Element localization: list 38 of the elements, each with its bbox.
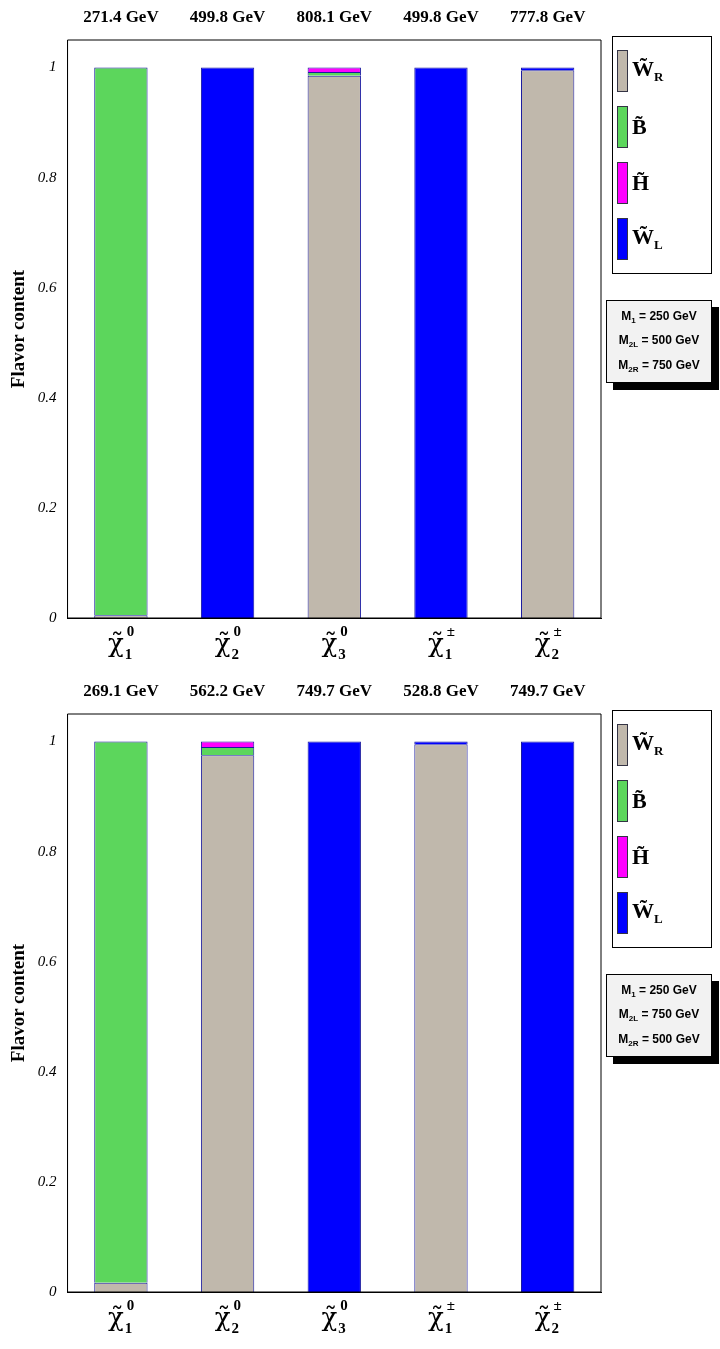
y-tick-label: 0.6 xyxy=(37,952,58,969)
legend-label: H̃ xyxy=(632,844,650,870)
text: 499.8 GeV xyxy=(189,6,267,26)
legend-label: B̃ xyxy=(632,788,647,814)
text: M$_{2L}$ = 500 GeV xyxy=(617,332,701,352)
y-tick-label: 0.8 xyxy=(37,842,58,859)
text: 562.2 GeV xyxy=(189,680,267,700)
text: 269.1 GeV xyxy=(83,680,160,700)
y-tick-label: 1 xyxy=(49,732,57,749)
text: 499.8 GeV xyxy=(403,6,480,26)
legend-label: B̃ xyxy=(632,114,647,140)
text: M$_{1}$ = 250 GeV xyxy=(620,308,698,328)
y-tick-label: 1 xyxy=(49,58,57,75)
text: 777.8 GeV xyxy=(509,6,587,26)
y-tick-label: 0.4 xyxy=(37,388,58,405)
text: 749.7 GeV xyxy=(509,680,587,700)
legend-label: W̃$_{R}$ xyxy=(632,56,664,86)
text: 271.4 GeV xyxy=(83,6,160,26)
text: 528.8 GeV xyxy=(403,680,480,700)
text: M$_{2L}$ = 750 GeV xyxy=(617,1006,701,1026)
text: M$_{1}$ = 250 GeV xyxy=(620,982,698,1002)
y-tick-label: 0 xyxy=(49,608,58,625)
y-tick-label: 0.4 xyxy=(37,1062,58,1079)
y-tick-label: 0.2 xyxy=(37,1172,58,1189)
legend-label: W̃$_{R}$ xyxy=(632,730,664,760)
text: 808.1 GeV xyxy=(296,6,373,26)
text: 749.7 GeV xyxy=(296,680,373,700)
y-tick-label: 0.8 xyxy=(37,168,58,185)
y-axis-title: Flavor content xyxy=(7,269,29,389)
text: M$_{2R}$ = 750 GeV xyxy=(617,356,701,377)
y-axis-title: Flavor content xyxy=(7,943,29,1063)
legend-label: H̃ xyxy=(632,170,650,196)
y-tick-label: 0.2 xyxy=(37,498,58,515)
y-tick-label: 0.6 xyxy=(37,278,58,295)
text: M$_{2R}$ = 500 GeV xyxy=(617,1030,701,1051)
legend-label: W̃$_{L}$ xyxy=(632,224,663,254)
legend-label: W̃$_{L}$ xyxy=(632,898,663,928)
y-tick-label: 0 xyxy=(49,1282,58,1299)
